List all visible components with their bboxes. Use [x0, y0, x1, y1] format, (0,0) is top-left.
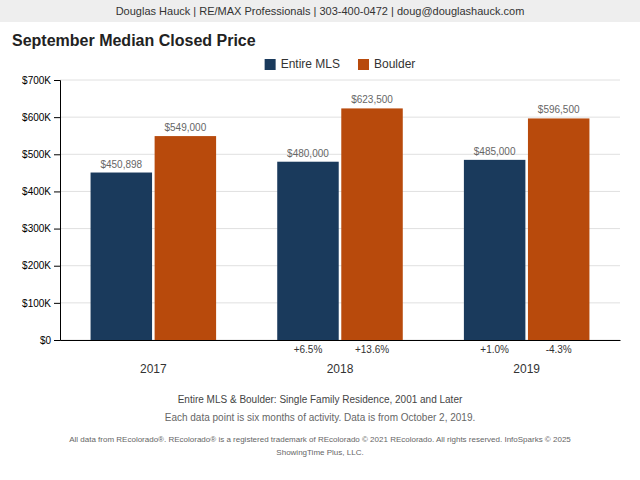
y-tick-mark — [54, 117, 60, 118]
y-tick-mark — [54, 266, 60, 267]
x-tick-label: 2018 — [327, 362, 354, 376]
x-axis: 2017 2018 2019 — [61, 341, 621, 376]
y-tick: $0 — [40, 335, 60, 346]
legend-swatch — [265, 59, 276, 70]
legend: Entire MLS Boulder — [265, 57, 416, 71]
y-tick-label: $100K — [22, 298, 51, 309]
plot: $0 $100K $200K $300K $400K $500K $600K $700K 201… — [22, 75, 620, 376]
x-tick: 2018 — [327, 362, 354, 376]
bar — [155, 136, 216, 340]
y-tick-mark — [54, 229, 60, 230]
footer-text: Entire MLS & Boulder: Single Family Resi… — [178, 394, 463, 405]
y-axis: $0 $100K $200K $300K $400K $500K $600K $700K — [22, 75, 60, 346]
bar — [528, 118, 589, 340]
data-label: $623,500 — [351, 94, 393, 105]
x-tick: 2017 — [140, 362, 167, 376]
labels: $450,898 $480,000 +6.5% $485,000 +1.0% $549,0… — [100, 94, 580, 355]
legend-label: Boulder — [374, 57, 415, 71]
y-tick: $700K — [22, 75, 60, 86]
bar — [277, 162, 338, 340]
y-tick: $500K — [22, 149, 60, 160]
title: September Median Closed Price — [12, 32, 256, 49]
bar — [341, 108, 402, 340]
y-tick-label: $600K — [22, 112, 51, 123]
change-label: -4.3% — [546, 344, 572, 355]
header-text: Douglas Hauck | RE/MAX Professionals | 3… — [116, 5, 525, 17]
y-tick: $100K — [22, 298, 60, 309]
bar — [464, 160, 525, 340]
y-tick-label: $200K — [22, 260, 51, 271]
x-tick-label: 2019 — [513, 362, 540, 376]
change-label: +1.0% — [480, 344, 509, 355]
y-tick-mark — [54, 80, 60, 81]
grid-line — [60, 80, 620, 81]
x-axis-line — [61, 340, 621, 341]
y-tick-mark — [54, 303, 60, 304]
y-axis-line — [54, 81, 61, 341]
footer-text: All data from REcolorado®. REcolorado® i… — [69, 435, 571, 444]
y-tick: $600K — [22, 112, 60, 123]
change-label: +13.6% — [355, 344, 389, 355]
legend-item: Boulder — [358, 57, 415, 71]
y-tick-mark — [54, 191, 60, 192]
y-tick-mark — [54, 340, 60, 341]
grid-line — [60, 117, 620, 118]
y-tick-label: $700K — [22, 75, 51, 86]
y-tick-label: $0 — [40, 335, 52, 346]
data-label: $450,898 — [100, 159, 142, 170]
y-tick-label: $300K — [22, 223, 51, 234]
y-tick: $300K — [22, 223, 60, 234]
y-tick-label: $500K — [22, 149, 51, 160]
legend-label: Entire MLS — [281, 57, 340, 71]
bars — [91, 108, 590, 340]
y-tick-mark — [54, 154, 60, 155]
y-tick: $400K — [22, 186, 60, 197]
data-label: $549,000 — [165, 122, 207, 133]
chart: Douglas Hauck | RE/MAX Professionals | 3… — [0, 0, 640, 480]
x-tick-label: 2017 — [140, 362, 167, 376]
y-tick-label: $400K — [22, 186, 51, 197]
bar — [91, 173, 152, 340]
footer-text: Each data point is six months of activit… — [165, 412, 476, 423]
data-label: $480,000 — [287, 148, 329, 159]
change-label: +6.5% — [294, 344, 323, 355]
x-tick: 2019 — [513, 362, 540, 376]
y-tick: $200K — [22, 260, 60, 271]
data-label: $485,000 — [474, 146, 516, 157]
footer-text: ShowingTime Plus, LLC. — [276, 448, 363, 457]
header-band — [0, 0, 640, 22]
data-label: $596,500 — [538, 104, 580, 115]
grid — [60, 80, 620, 340]
legend-item: Entire MLS — [265, 57, 340, 71]
legend-swatch — [358, 59, 369, 70]
